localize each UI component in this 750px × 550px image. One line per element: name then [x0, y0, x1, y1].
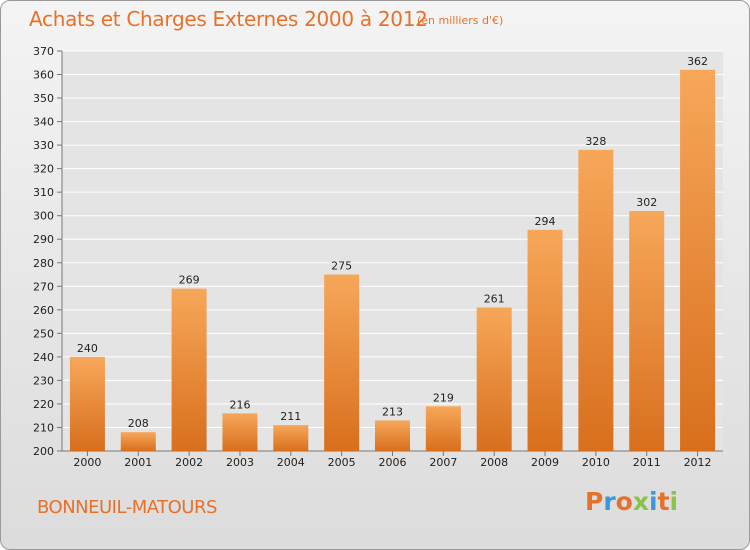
logo-letter: x: [632, 487, 649, 516]
data-label: 302: [636, 196, 657, 209]
data-label: 362: [687, 55, 708, 68]
y-tick-label: 340: [33, 116, 54, 129]
x-tick-label: 2008: [480, 456, 508, 469]
data-label: 294: [535, 215, 556, 228]
bar: [578, 149, 614, 451]
logo-letter: P: [585, 487, 604, 516]
y-tick-label: 220: [33, 398, 54, 411]
y-tick-label: 200: [33, 445, 54, 458]
x-tick-label: 2012: [684, 456, 712, 469]
x-tick-label: 2002: [175, 456, 203, 469]
logo-letter: t: [657, 487, 670, 516]
logo-letter: i: [649, 487, 658, 516]
chart-title: Achats et Charges Externes 2000 à 2012: [29, 7, 428, 31]
y-tick-label: 230: [33, 374, 54, 387]
logo-letter: r: [603, 487, 616, 516]
y-tick-label: 290: [33, 233, 54, 246]
y-tick-label: 350: [33, 92, 54, 105]
y-tick-label: 240: [33, 351, 54, 364]
proxiti-logo: Proxiti: [585, 487, 678, 516]
bar: [629, 211, 665, 451]
data-label: 261: [484, 292, 505, 305]
y-tick-label: 360: [33, 69, 54, 82]
x-tick-label: 2001: [124, 456, 152, 469]
data-label: 213: [382, 405, 403, 418]
bar: [222, 413, 258, 451]
bar: [375, 420, 410, 451]
x-tick-label: 2006: [379, 456, 407, 469]
data-label: 328: [585, 135, 606, 148]
bar: [273, 425, 309, 451]
data-label: 216: [229, 398, 250, 411]
x-tick-label: 2011: [633, 456, 661, 469]
data-label: 208: [128, 417, 149, 430]
bar: [680, 69, 716, 451]
bar: [476, 307, 512, 451]
data-label: 240: [77, 342, 98, 355]
logo-letter: i: [669, 487, 679, 516]
y-tick-label: 250: [33, 327, 54, 340]
y-tick-label: 300: [33, 210, 54, 223]
y-tick-label: 280: [33, 257, 54, 270]
logo-letter: o: [615, 487, 633, 516]
x-tick-label: 2009: [531, 456, 559, 469]
data-label: 211: [280, 410, 301, 423]
data-label: 219: [433, 391, 454, 404]
y-tick-label: 370: [33, 45, 54, 58]
x-tick-label: 2004: [277, 456, 305, 469]
y-tick-label: 320: [33, 163, 54, 176]
bar: [69, 356, 105, 451]
bar: [324, 274, 360, 451]
bar: [425, 406, 461, 451]
x-tick-label: 2000: [73, 456, 101, 469]
y-tick-label: 310: [33, 186, 54, 199]
y-tick-label: 330: [33, 139, 54, 152]
data-label: 269: [179, 274, 200, 287]
x-tick-label: 2005: [328, 456, 356, 469]
bar: [171, 288, 207, 451]
data-label: 275: [331, 260, 352, 273]
y-tick-label: 260: [33, 304, 54, 317]
y-tick-label: 210: [33, 421, 54, 434]
y-tick-label: 270: [33, 280, 54, 293]
x-tick-label: 2003: [226, 456, 254, 469]
x-tick-label: 2007: [429, 456, 457, 469]
place-name: BONNEUIL-MATOURS: [37, 497, 217, 518]
bar: [527, 229, 563, 451]
chart-subtitle: (en milliers d'€): [417, 14, 504, 27]
bar: [120, 432, 156, 451]
x-tick-label: 2010: [582, 456, 610, 469]
plot-area: [62, 51, 723, 451]
